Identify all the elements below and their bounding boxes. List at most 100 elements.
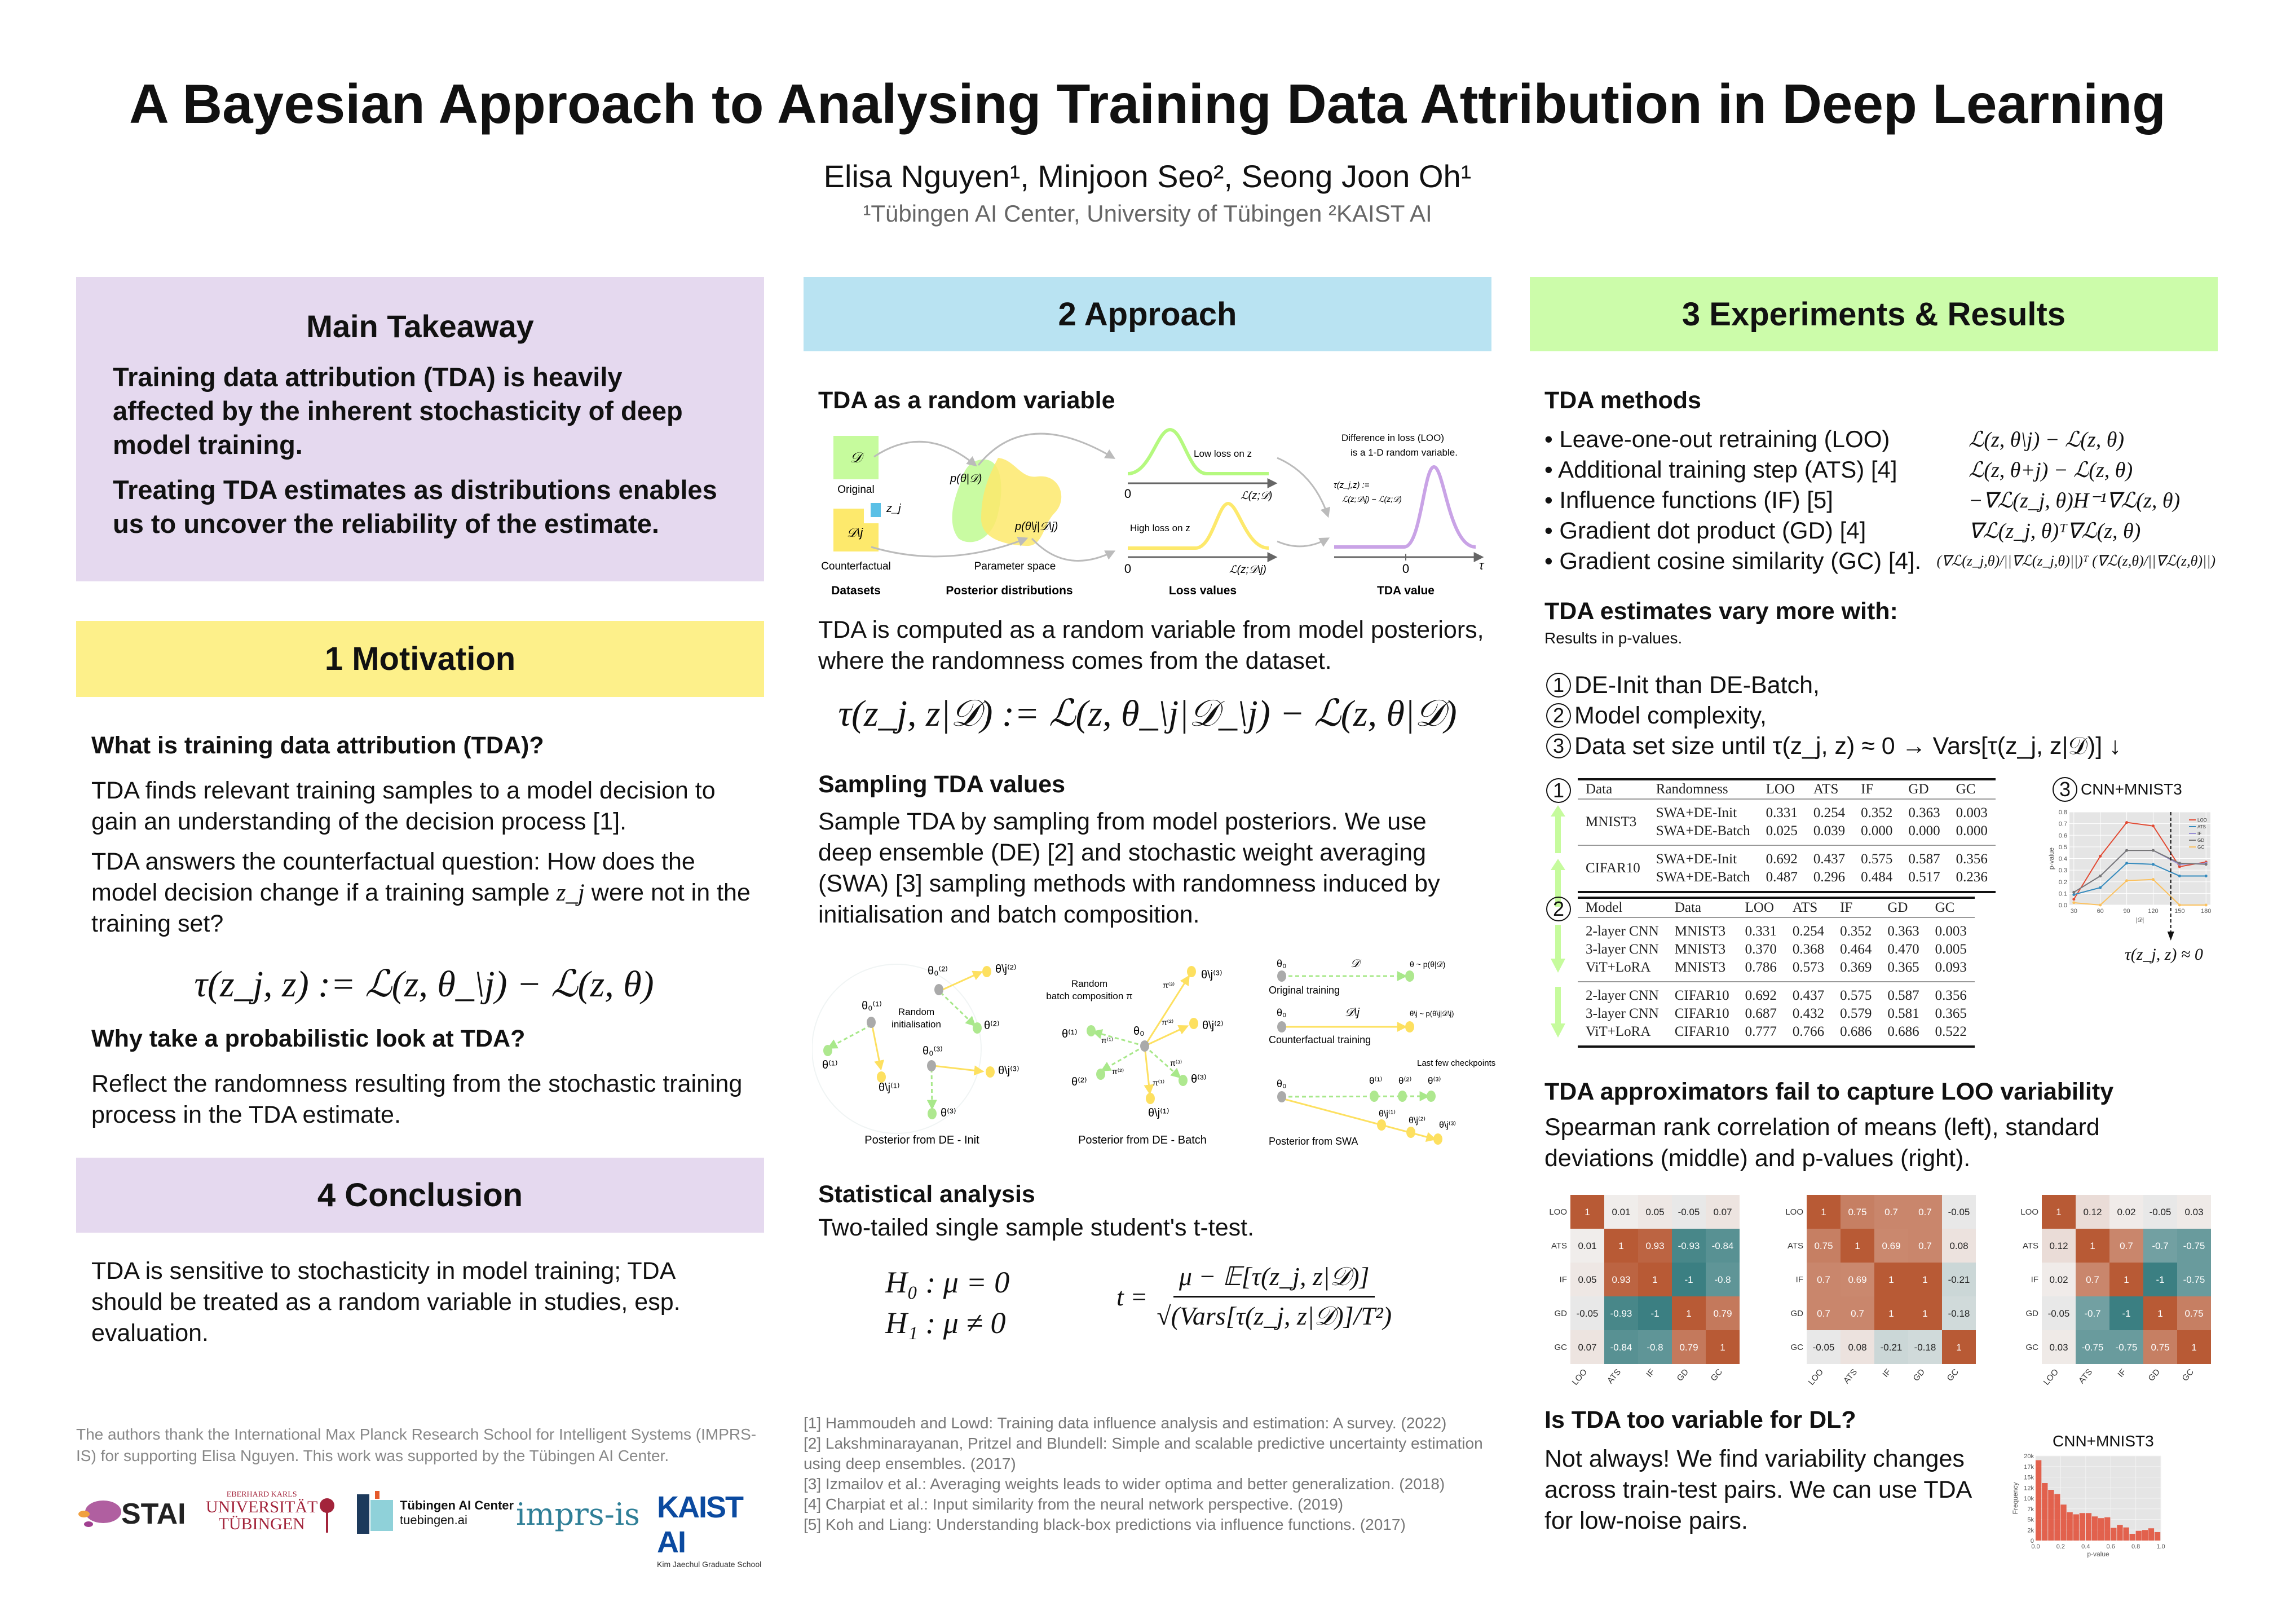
parameter-space-label: Parameter space [974, 561, 1056, 572]
init-circle [812, 964, 982, 1134]
table-row: 2-layer CNN MNIST3 0.331 0.254 0.352 0.363 0.0… [1578, 917, 1975, 941]
method-label: • Additional training step (ATS) [4] [1544, 456, 1897, 483]
vary-item: 2 Model complexity, [1546, 700, 2121, 731]
caption-datasets: Datasets [831, 584, 881, 597]
heatmap-value: 0.03 [2184, 1207, 2203, 1217]
heatmap-value: -0.05 [1577, 1308, 1599, 1319]
series-line-ATS [2073, 862, 2206, 895]
heatmap-value: 1 [1686, 1308, 1691, 1319]
arrow-loss-to-tda-2 [1277, 537, 1330, 548]
heatmap-cell [1672, 1263, 1706, 1296]
table-header-cell: ATS [1792, 900, 1818, 915]
heatmap-cell [1942, 1296, 1976, 1330]
threshold-arrowhead [2167, 932, 2174, 941]
table-cell: 0.522 [1935, 1024, 1967, 1039]
table-header-cell: Data [1586, 782, 1613, 797]
batch-thetaj-2-label: θ\j⁽²⁾ [1202, 1020, 1224, 1032]
data-point-LOO [2099, 854, 2102, 858]
kaist-logo-sub: Kim Jaechul Graduate School [657, 1560, 762, 1569]
thetaj-2-dot [982, 966, 991, 977]
heatmap-value: 0.7 [1817, 1274, 1830, 1285]
pi-3b-label: π⁽³⁾ [1163, 981, 1175, 990]
heatmap-value: -0.05 [1948, 1207, 1970, 1217]
table-header-cell: LOO [1745, 900, 1774, 915]
table-cell: 0.692 [1745, 988, 1777, 1003]
table-cell: 0.587 [1887, 988, 1919, 1003]
heatmap-value: 0.7 [1918, 1241, 1932, 1251]
reference-item: [1] Hammoudeh and Lowd: Training data in… [804, 1414, 1447, 1432]
arrow-init-3-yellow [933, 1065, 985, 1076]
heatmap-cell [1841, 1330, 1874, 1364]
data-point-ATS [2204, 874, 2208, 877]
heatmap-cell [1638, 1296, 1672, 1330]
cf-thetaj-dot [1405, 1021, 1414, 1032]
heatmap-cell [1638, 1330, 1672, 1364]
heatmap-cell [1908, 1263, 1942, 1296]
orig-theta-dot [1405, 970, 1414, 982]
data-point-LOO [2125, 821, 2129, 824]
data-point-LOO [2178, 865, 2181, 868]
reference-item: [3] Izmailov et al.: Averaging weights l… [804, 1475, 1445, 1493]
data-point-ATS [2125, 862, 2129, 865]
batch-thetaj-2-dot [1189, 1018, 1198, 1029]
heatmap-col-label: LOO [1807, 1367, 1825, 1387]
tuai-logo-mark [357, 1491, 393, 1534]
histogram-bar [2042, 1483, 2048, 1541]
t-statistic: t = μ − 𝔼[τ(z_j, z|𝒟)] √(Vars[τ(z_j, z|𝒟… [1116, 1261, 1392, 1332]
tau-definition-1: τ(z_j,z) := [1334, 480, 1370, 490]
method-row: • Gradient dot product (GD) [4] ∇ℒ(z_j, θ… [1544, 515, 2215, 546]
table-header-cell: GD [1887, 900, 1908, 915]
method-row: • Leave-one-out retraining (LOO) ℒ(z, θ\j… [1544, 424, 2215, 454]
table-cell: 0.000 [1861, 823, 1893, 839]
table-cell: 0.356 [1956, 851, 1988, 867]
histogram-bar [2079, 1513, 2085, 1541]
heatmap-col-label: ATS [1842, 1367, 1859, 1385]
vary-list: 1 DE-Init than DE-Batch, 2 Model complexity… [1546, 670, 2121, 761]
histogram-bar [2091, 1516, 2098, 1541]
loo-equation: τ(z_j, z) := ℒ(z, θ_\j) − ℒ(z, θ) [194, 964, 654, 1005]
table-cell: 0.352 [1840, 924, 1872, 939]
heatmap-value: 1 [2191, 1342, 2196, 1353]
y-axis-label: p-value [2047, 847, 2055, 870]
heatmap-cell [1841, 1229, 1874, 1263]
table-header-cell: Model [1586, 900, 1623, 915]
x-tick-label: 0.6 [2107, 1543, 2115, 1550]
table-cell: 0.365 [1887, 960, 1919, 975]
heatmap-cell [1706, 1229, 1740, 1263]
x-tick-label: 90 [2123, 908, 2130, 915]
arrow-d-to-posterior [873, 440, 977, 467]
heatmap-value: 0.93 [1645, 1241, 1664, 1251]
histogram-bar [2117, 1525, 2123, 1541]
heatmap-cell [2143, 1229, 2177, 1263]
y-tick-label: 7k [2027, 1506, 2034, 1513]
heatmap-col-label: GD [1675, 1367, 1691, 1383]
histogram-bar [2154, 1532, 2161, 1541]
method-label: • Gradient cosine similarity (GC) [4]. [1544, 548, 1922, 574]
vary-subtitle: Results in p-values. [1544, 629, 1683, 647]
loss-axis-1-zero: 0 [1124, 487, 1131, 501]
legend-label: GC [2197, 845, 2204, 850]
table1-wrap: 1 Data Randomness LOO ATS IF GD GC MNIST3 SWA+DE… [1546, 778, 1996, 907]
t-lhs: t = [1116, 1282, 1148, 1311]
heatmap-row-label: GD [1791, 1309, 1804, 1318]
heatmap-value: 0.75 [2184, 1308, 2203, 1319]
x-axis-label: p-value [2087, 1550, 2109, 1558]
table-cell: MNIST3 [1674, 960, 1726, 975]
plot3-number: 3 [2053, 777, 2077, 802]
data-point-GC [2099, 903, 2102, 907]
y-tick-label: 0.3 [2059, 867, 2067, 874]
y-tick-label: 0.7 [2059, 821, 2067, 828]
caption-posterior: Posterior distributions [946, 584, 1073, 597]
table-cell-data: CIFAR10 [1586, 860, 1640, 876]
heatmap-value: 0.08 [1848, 1342, 1866, 1353]
heatmap-value: 0.05 [1645, 1207, 1664, 1217]
heatmap-value: 0.7 [1851, 1308, 1864, 1319]
theta-3-label: θ⁽³⁾ [941, 1107, 956, 1119]
plot3-title: 3 CNN+MNIST3 [2053, 777, 2182, 802]
motivation-body: What is training data attribution (TDA)?… [91, 732, 757, 1131]
batch-theta-3-label: θ⁽³⁾ [1191, 1073, 1207, 1085]
heatmap-cell [2042, 1263, 2076, 1296]
takeaway-heading: Main Takeaway [306, 308, 534, 344]
swa-theta-1-label: θ⁽¹⁾ [1369, 1075, 1382, 1086]
main-takeaway-box: Main Takeaway Training data attribution … [76, 277, 764, 581]
